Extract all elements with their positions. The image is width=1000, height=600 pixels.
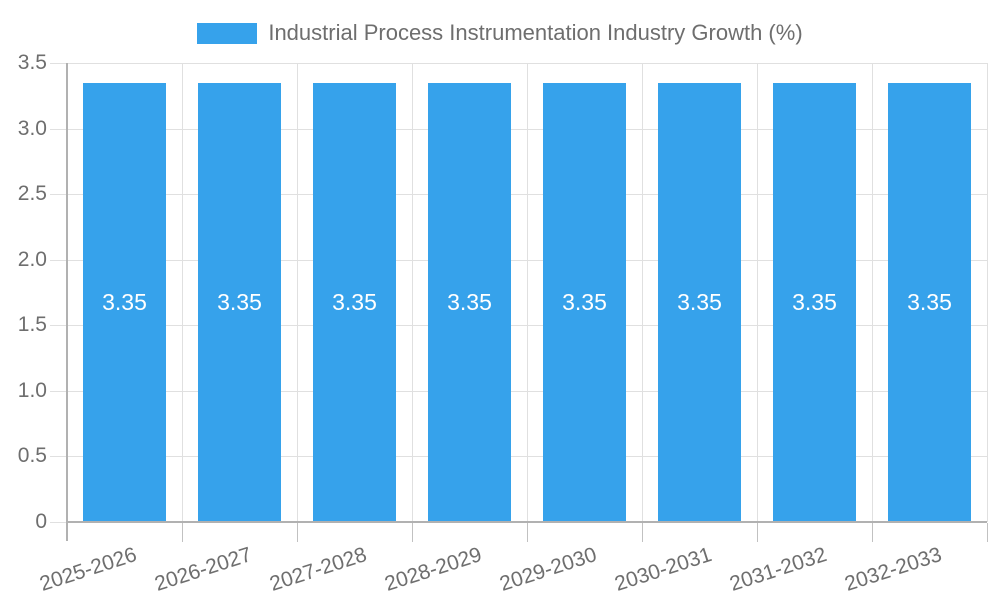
y-gridline	[50, 259, 987, 261]
x-tick-label: 2026-2027	[151, 543, 255, 596]
bar[interactable]	[82, 82, 167, 521]
legend-swatch	[197, 22, 258, 44]
y-tick-label: 0.5	[17, 444, 47, 468]
x-tick-mark	[296, 523, 298, 542]
x-tick-mark	[181, 523, 183, 542]
y-tick-label: 0	[35, 510, 47, 533]
x-tick-label: 2029-2030	[496, 543, 600, 596]
bar[interactable]	[887, 82, 972, 521]
y-tick-label: 3.0	[17, 116, 47, 140]
x-gridline	[526, 63, 528, 522]
y-tick-label: 1.0	[17, 378, 47, 402]
y-gridline	[50, 325, 987, 327]
bar-value-label: 3.35	[562, 289, 607, 316]
x-gridline	[641, 63, 643, 522]
y-tick-label: 2.5	[17, 182, 47, 206]
bar-value-label: 3.35	[217, 289, 262, 316]
bar[interactable]	[197, 82, 282, 521]
x-gridline	[986, 63, 988, 522]
bar-value-label: 3.35	[907, 289, 952, 316]
x-tick-mark	[411, 523, 413, 542]
bar-value-label: 3.35	[332, 289, 377, 316]
bar-value-label: 3.35	[102, 289, 147, 316]
bar[interactable]	[542, 82, 627, 521]
x-gridline	[181, 63, 183, 522]
x-tick-label: 2028-2029	[381, 543, 485, 596]
x-gridline	[411, 63, 413, 522]
y-gridline	[50, 456, 987, 458]
bar-value-label: 3.35	[792, 289, 837, 316]
x-tick-label: 2025-2026	[36, 543, 140, 596]
y-gridline	[50, 128, 987, 130]
bar-value-label: 3.35	[447, 289, 492, 316]
bar[interactable]	[657, 82, 742, 521]
x-gridline	[296, 63, 298, 522]
x-tick-mark	[641, 523, 643, 542]
x-tick-label: 2031-2032	[726, 543, 830, 596]
bar[interactable]	[427, 82, 512, 521]
x-tick-label: 2030-2031	[611, 543, 715, 596]
x-gridline	[756, 63, 758, 522]
legend[interactable]: Industrial Process Instrumentation Indus…	[0, 20, 1000, 46]
x-axis-line	[66, 521, 987, 523]
bar[interactable]	[772, 82, 857, 521]
x-tick-mark	[756, 523, 758, 542]
y-tick-label: 3.5	[17, 51, 47, 74]
x-tick-mark	[526, 523, 528, 542]
bar-value-label: 3.35	[677, 289, 722, 316]
y-gridline	[50, 390, 987, 392]
x-gridline	[871, 63, 873, 522]
y-tick-label: 1.5	[17, 313, 47, 337]
x-tick-label: 2027-2028	[266, 543, 370, 596]
x-tick-label: 2032-2033	[841, 543, 945, 596]
y-gridline	[50, 63, 987, 64]
legend-label: Industrial Process Instrumentation Indus…	[268, 20, 803, 45]
bar[interactable]	[312, 82, 397, 521]
y-axis-line	[66, 63, 68, 541]
x-tick-mark	[986, 523, 988, 542]
x-tick-mark	[871, 523, 873, 542]
y-tick-label: 2.0	[17, 247, 47, 271]
y-gridline	[50, 194, 987, 196]
